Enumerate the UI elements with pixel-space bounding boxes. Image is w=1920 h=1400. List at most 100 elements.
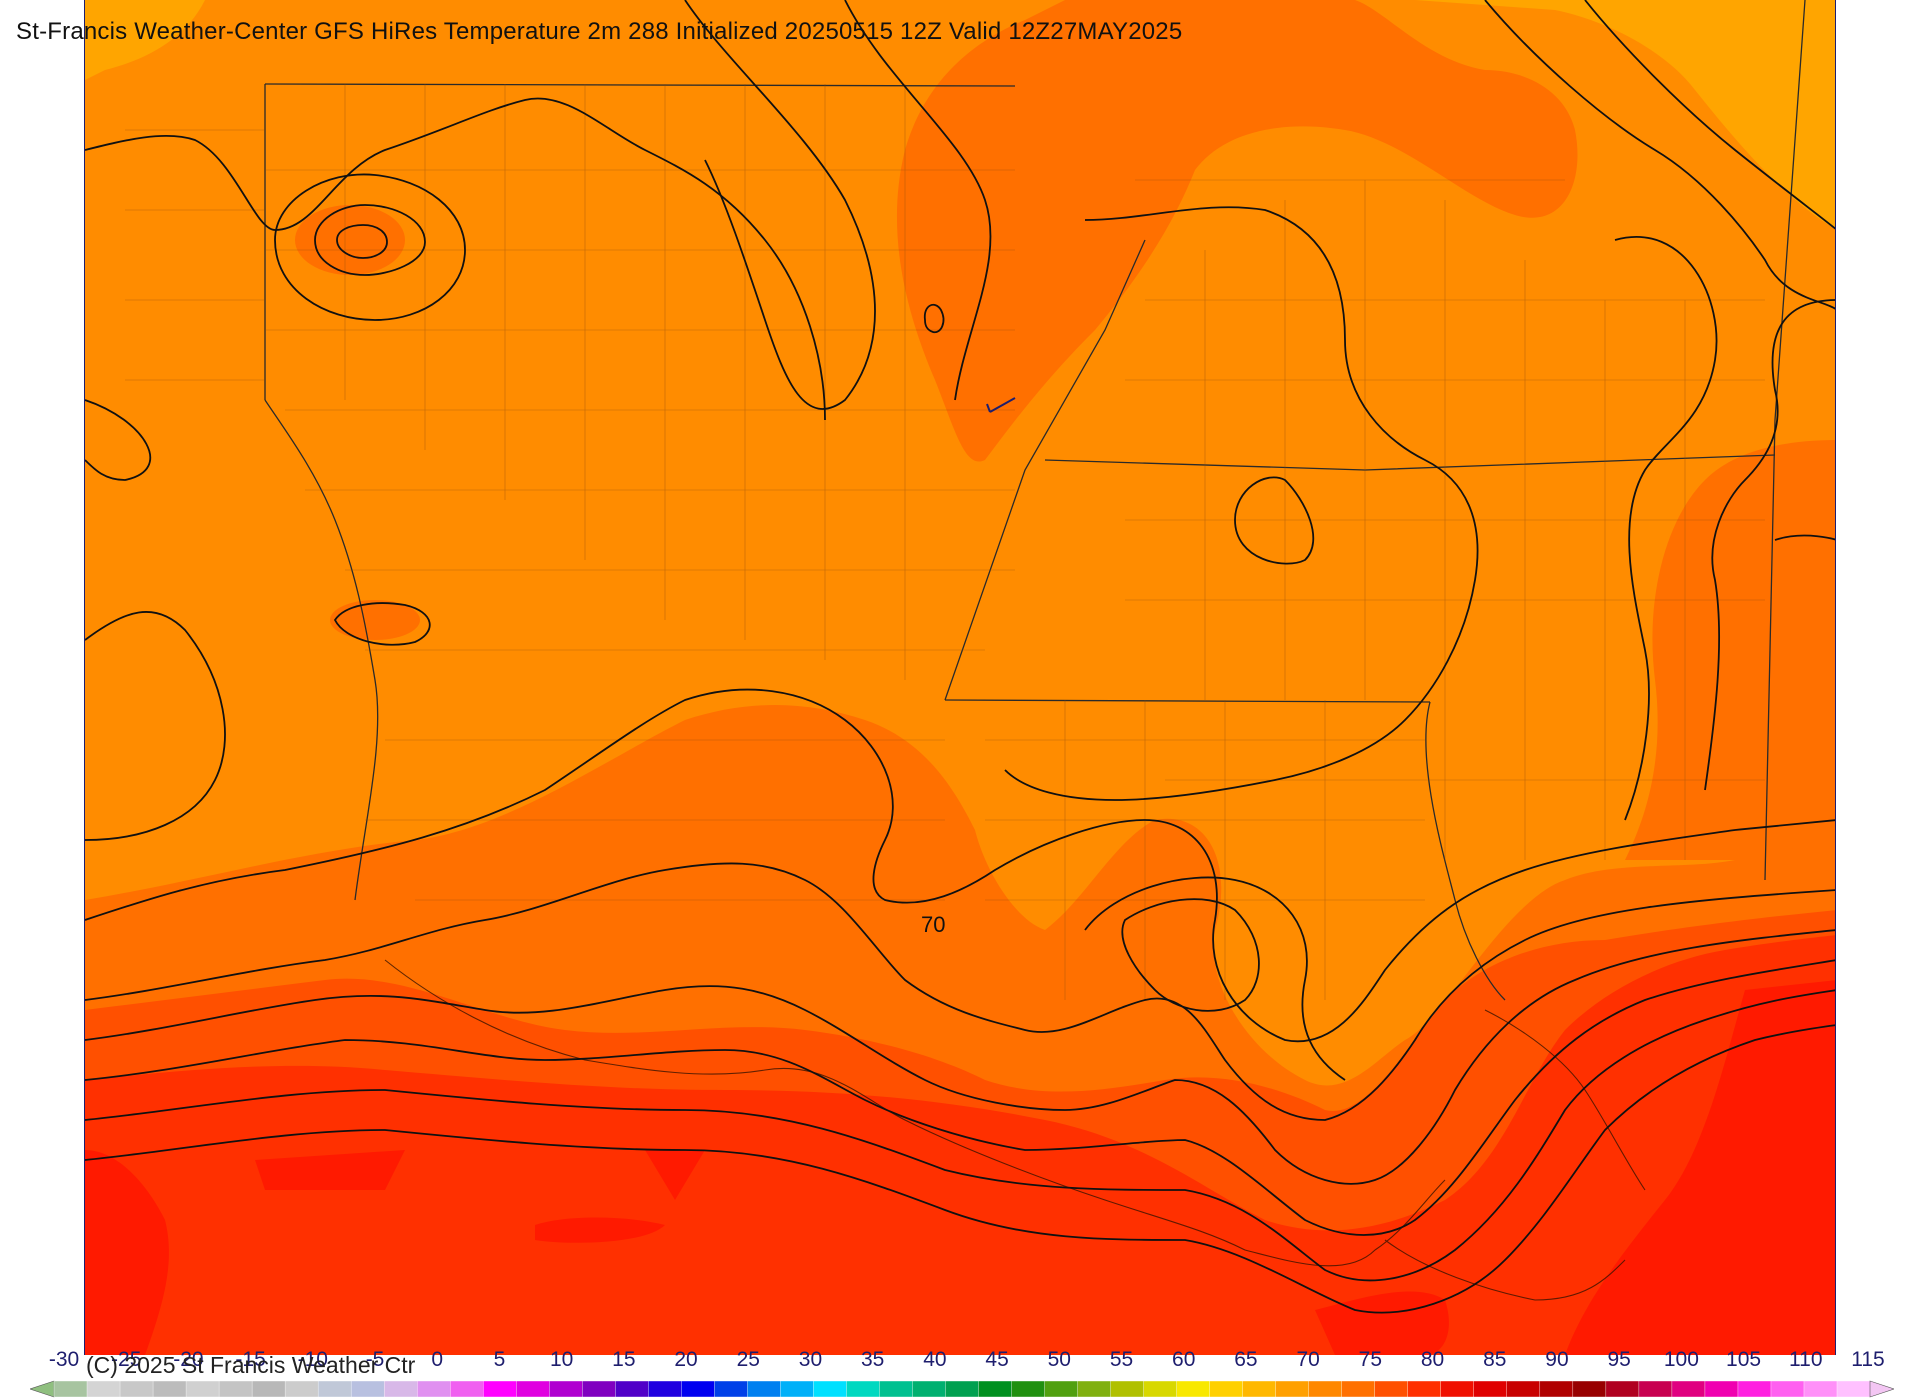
colorbar-tick-label: 50 [1047, 1348, 1071, 1371]
isotherm-south-4 [85, 989, 1835, 1282]
colorbar-arrow-left [30, 1380, 55, 1398]
colorbar-cell [1143, 1380, 1178, 1398]
colorbar-cell [516, 1380, 550, 1398]
isotherm-south-5 [85, 1024, 1835, 1314]
isotherm-nw-ring-2 [314, 204, 426, 276]
colorbar-tick-label: 45 [985, 1348, 1009, 1371]
map-title: St-Francis Weather-Center GFS HiRes Temp… [16, 18, 1183, 45]
colorbar-cell [1605, 1380, 1640, 1398]
colorbar-cell [1374, 1380, 1409, 1398]
isotherm-1 [844, 0, 992, 401]
isotherm-mid-west [85, 610, 226, 841]
colorbar-tick-label: 35 [861, 1348, 885, 1371]
colorbar-cell [1770, 1380, 1805, 1398]
colorbar-cell [350, 1380, 385, 1398]
colorbar-cell [615, 1380, 650, 1398]
colorbar-cell [1671, 1380, 1706, 1398]
border-al-ms [1425, 701, 1506, 1001]
colorbar-cell [648, 1380, 683, 1398]
colorbar-tick-label: 40 [923, 1348, 947, 1371]
colorbar-tick-label: 105 [1726, 1348, 1762, 1371]
colorbar-tick-label: -10 [297, 1348, 328, 1371]
colorbar-cell [1539, 1380, 1574, 1398]
colorbar-cell [1440, 1380, 1475, 1398]
isotherm-central-east [1004, 206, 1479, 801]
colorbar-tick-labels: -30 -25 -20 -15 -10 -5 0 5 10 15 20 25 30 35 40 45 50 55 6… [0, 1348, 1920, 1376]
isotherms [85, 0, 1835, 1314]
colorbar-tick-label: 5 [493, 1348, 506, 1371]
fill-dark-orange-east [1625, 440, 1835, 860]
colorbar-cell [582, 1380, 617, 1398]
temperature-map[interactable]: 70 [85, 0, 1836, 1355]
colorbar-tick-label: -20 [173, 1348, 204, 1371]
colorbar-cell [218, 1380, 253, 1398]
isotherm-4 [85, 97, 826, 421]
colorbar-cell [549, 1380, 583, 1398]
colorbar-tick-label: 15 [612, 1348, 636, 1371]
colorbar-cell [1341, 1380, 1376, 1398]
border-tx-la [264, 399, 379, 901]
colorbar-cell [119, 1380, 154, 1398]
fill-deep-red-patch-1 [255, 1150, 405, 1190]
isotherm-ne-1 [1484, 0, 1835, 310]
colorbar-cell [483, 1380, 517, 1398]
isotherm-2 [684, 0, 876, 410]
colorbar-tick-label: -25 [111, 1348, 142, 1371]
border-ms-river [944, 239, 1146, 701]
colorbar-cell [86, 1380, 121, 1398]
colorbar-cell [1308, 1380, 1343, 1398]
colorbar-tick-label: 90 [1545, 1348, 1569, 1371]
colorbar-cell [1638, 1380, 1673, 1398]
colorbar-cell [1011, 1380, 1046, 1398]
colorbar-arrow-right [1869, 1380, 1894, 1398]
isotherm-south-7 [1084, 876, 1346, 1081]
map-frame: 70 [84, 0, 1836, 1355]
colorbar-cell [780, 1380, 815, 1398]
colorbar-tick-label: 30 [798, 1348, 823, 1371]
fill-deep-red-patch-2 [645, 1150, 705, 1200]
colorbar-tick-label: 95 [1607, 1348, 1631, 1371]
colorbar-cell [1836, 1380, 1871, 1398]
isotherm-south-1 [85, 862, 1835, 1121]
colorbar-cell [1803, 1380, 1838, 1398]
colorbar-tick-label: 10 [549, 1348, 574, 1371]
colorbar-tick-label: 75 [1358, 1348, 1383, 1371]
colorbar-cell [383, 1380, 418, 1398]
border-ms-la [944, 699, 1431, 703]
colorbar-tick-label: 20 [674, 1348, 698, 1371]
temperature-colorbar [30, 1380, 1894, 1398]
colorbar-cell [284, 1380, 319, 1398]
colorbar-cell [1077, 1380, 1112, 1398]
colorbar-cell [1407, 1380, 1442, 1398]
isotherm-small-oval-e [1234, 476, 1315, 565]
fill-deep-red-patch-3 [535, 1217, 665, 1243]
colorbar-cell [251, 1380, 286, 1398]
isotherm-ga-1 [1774, 534, 1835, 541]
colorbar-tick-label: -30 [48, 1348, 80, 1371]
colorbar-cell [417, 1380, 451, 1398]
colorbar-cell [912, 1380, 947, 1398]
colorbar-cell [813, 1380, 848, 1398]
colorbar-cell [185, 1380, 220, 1398]
colorbar-cell [1110, 1380, 1145, 1398]
fill-deep-red-se [1565, 980, 1835, 1355]
isotherm-w-oval [333, 602, 431, 646]
colorbar-tick-label: 65 [1234, 1348, 1258, 1371]
colorbar-cell [1737, 1380, 1772, 1398]
isotherm-ne-2 [1584, 0, 1835, 230]
colorbar-tick-label: -5 [365, 1348, 385, 1371]
colorbar-cell [1473, 1380, 1508, 1398]
colorbar-cell [1242, 1380, 1277, 1398]
colorbar-cell [747, 1380, 782, 1398]
colorbar-tick-label: 110 [1789, 1348, 1823, 1371]
colorbar-cell [450, 1380, 484, 1398]
colorbar-cell [681, 1380, 716, 1398]
isotherm-east-2 [1704, 299, 1835, 791]
colorbar-cell [1704, 1380, 1739, 1398]
coastline [384, 959, 1646, 1301]
colorbar-cell [1176, 1380, 1211, 1398]
fill-amber-ne [1415, 0, 1835, 229]
colorbar-cell [1209, 1380, 1244, 1398]
colorbar-tick-label: 100 [1663, 1348, 1699, 1371]
colorbar-cell [879, 1380, 914, 1398]
